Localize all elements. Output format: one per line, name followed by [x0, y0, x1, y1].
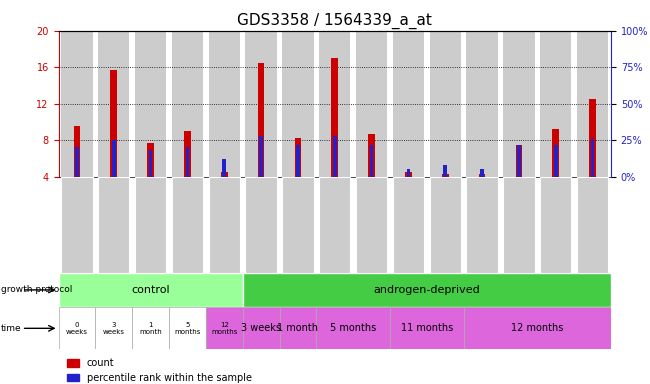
Bar: [206, 307, 242, 349]
Bar: [209, 31, 240, 177]
Bar: [61, 31, 92, 177]
Bar: [148, 143, 154, 177]
Bar: [370, 144, 373, 177]
Text: time: time: [1, 324, 21, 333]
Text: 3 weeks: 3 weeks: [241, 323, 281, 333]
Title: GDS3358 / 1564339_a_at: GDS3358 / 1564339_a_at: [237, 13, 432, 29]
Bar: [503, 177, 534, 273]
Bar: [554, 144, 558, 177]
Bar: [259, 136, 263, 177]
Bar: [209, 177, 240, 273]
Bar: [317, 307, 390, 349]
Bar: [149, 151, 152, 177]
Text: growth protocol: growth protocol: [1, 285, 72, 295]
Bar: [442, 174, 448, 177]
Bar: [540, 177, 571, 273]
Legend: count, percentile rank within the sample: count, percentile rank within the sample: [63, 354, 255, 384]
Bar: [98, 177, 129, 273]
Bar: [443, 165, 447, 177]
Bar: [98, 31, 129, 177]
Bar: [294, 138, 301, 177]
Bar: [135, 31, 166, 177]
Bar: [356, 177, 387, 273]
Bar: [319, 177, 350, 273]
Bar: [467, 31, 498, 177]
Bar: [517, 144, 521, 177]
Bar: [61, 177, 92, 273]
Bar: [172, 177, 203, 273]
Text: control: control: [131, 285, 170, 295]
Bar: [169, 307, 206, 349]
Bar: [58, 273, 242, 307]
Bar: [463, 307, 611, 349]
Bar: [96, 307, 132, 349]
Bar: [390, 307, 463, 349]
Bar: [407, 169, 410, 177]
Bar: [480, 169, 484, 177]
Text: 12
months: 12 months: [211, 322, 237, 335]
Bar: [186, 147, 189, 177]
Bar: [503, 31, 534, 177]
Bar: [356, 31, 387, 177]
Text: 11 months: 11 months: [400, 323, 453, 333]
Bar: [282, 31, 313, 177]
Bar: [405, 172, 411, 177]
Bar: [258, 63, 265, 177]
Bar: [296, 144, 300, 177]
Bar: [246, 31, 277, 177]
Bar: [222, 159, 226, 177]
Text: 1 month: 1 month: [278, 323, 318, 333]
Bar: [112, 140, 116, 177]
Bar: [540, 31, 571, 177]
Bar: [242, 273, 611, 307]
Bar: [577, 31, 608, 177]
Bar: [319, 31, 350, 177]
Bar: [172, 31, 203, 177]
Bar: [184, 131, 190, 177]
Bar: [590, 99, 596, 177]
Text: 12 months: 12 months: [511, 323, 564, 333]
Bar: [393, 177, 424, 273]
Bar: [515, 145, 522, 177]
Bar: [75, 147, 79, 177]
Bar: [552, 129, 559, 177]
Bar: [58, 307, 96, 349]
Bar: [280, 307, 317, 349]
Bar: [467, 177, 498, 273]
Text: 5 months: 5 months: [330, 323, 376, 333]
Bar: [577, 177, 608, 273]
Bar: [591, 139, 594, 177]
Bar: [393, 31, 424, 177]
Bar: [111, 70, 117, 177]
Bar: [479, 174, 486, 177]
Text: 1
month: 1 month: [139, 322, 162, 335]
Bar: [369, 134, 375, 177]
Bar: [333, 136, 337, 177]
Bar: [135, 177, 166, 273]
Bar: [73, 126, 80, 177]
Text: 3
weeks: 3 weeks: [103, 322, 125, 335]
Bar: [430, 31, 461, 177]
Text: androgen-deprived: androgen-deprived: [374, 285, 480, 295]
Bar: [282, 177, 313, 273]
Text: 0
weeks: 0 weeks: [66, 322, 88, 335]
Bar: [430, 177, 461, 273]
Bar: [332, 58, 338, 177]
Bar: [132, 307, 169, 349]
Text: 5
months: 5 months: [174, 322, 201, 335]
Bar: [246, 177, 277, 273]
Bar: [221, 172, 228, 177]
Bar: [242, 307, 280, 349]
